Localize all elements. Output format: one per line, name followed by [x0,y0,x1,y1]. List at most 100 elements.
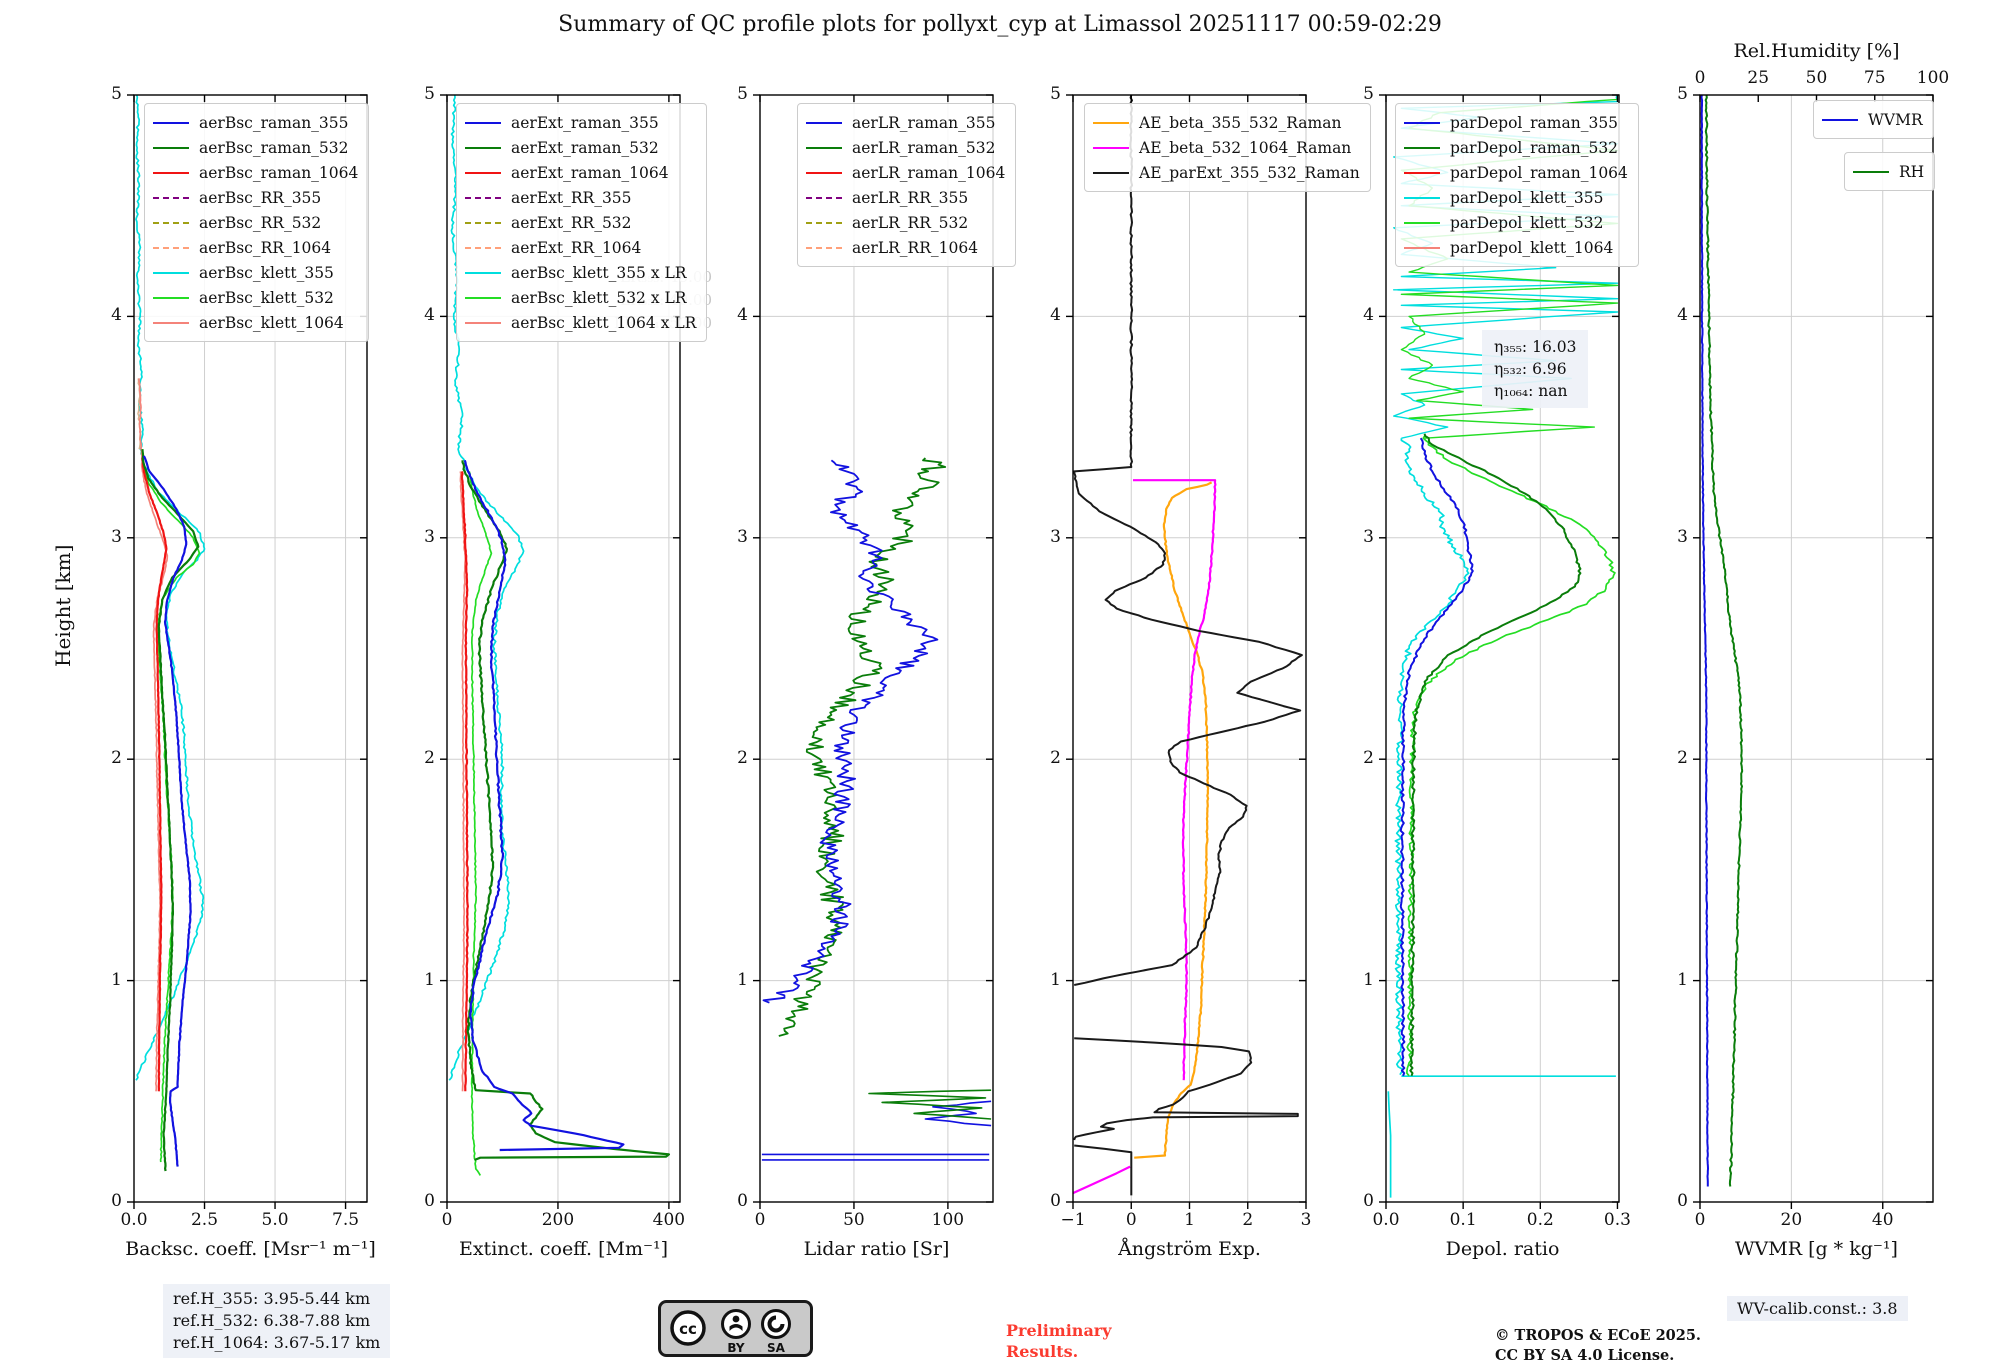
legend-item: aerExt_RR_355 [465,185,696,210]
legend-line-sample [1093,171,1129,174]
series-aerBsc_klett_355_xLR [448,95,525,1081]
x-tick-depol-0.0: 0.0 [1372,1210,1400,1230]
series-AE_parExt_355_532_Raman_a [1073,95,1303,986]
legend-line-sample [1404,146,1440,149]
series-RH [1704,95,1744,1187]
legend-item: aerBsc_raman_532 [153,135,358,160]
svg-text:cc: cc [679,1320,697,1338]
cc-license-badge: cc BY SA [658,1300,813,1360]
series-AE_beta_532_1064_Raman_low [1073,1165,1131,1195]
x-tick-wvmr-20: 20 [1780,1210,1803,1230]
legend-item: parDepol_klett_532 [1404,210,1628,235]
eta-values-note: η₃₅₅: 16.03 η₅₃₂: 6.96 η₁₀₆₄: nan [1482,330,1589,408]
y-tick-backscatter-0: 0 [111,1191,122,1211]
y-tick-lidar_ratio-4: 4 [737,305,748,326]
legend-item: aerLR_raman_1064 [806,160,1005,185]
x-tick-wvmr-0: 0 [1694,1210,1706,1230]
panel-wvmr [1693,94,1934,1209]
copyright-line2: CC BY SA 4.0 License. [1495,1347,1675,1360]
cc-sa-label: SA [767,1341,786,1355]
x-axis-label-extinction: Extinct. coeff. [Mm⁻¹] [458,1238,669,1260]
legend-item: AE_beta_532_1064_Raman [1093,135,1360,160]
panel-angstrom [1066,94,1307,1209]
y-tick-extinction-3: 3 [424,526,435,547]
y-tick-depol-1: 1 [1363,969,1374,990]
y-tick-angstrom-3: 3 [1050,526,1061,547]
series-WVMR [1700,95,1709,1187]
series-aerExt_raman_355 [463,459,625,1152]
legend-line-sample [153,321,189,324]
legend-label: parDepol_klett_355 [1450,188,1604,207]
preliminary-line2: Results. [1006,1342,1079,1360]
legend-line-sample [465,271,501,274]
legend-item: aerLR_RR_1064 [806,235,1005,260]
legend-line-sample [153,296,189,299]
legend-item: aerBsc_klett_532 x LR [465,285,696,310]
eta-value: η₅₃₂: 6.96 [1494,360,1567,378]
y-tick-backscatter-1: 1 [111,969,122,990]
series-aerBsc_klett_532_xLR [468,471,493,1176]
x-tick-depol-0.2: 0.2 [1526,1210,1554,1230]
legend-item: aerExt_RR_1064 [465,235,696,260]
y-tick-wvmr-5: 5 [1677,84,1688,104]
y-tick-backscatter-2: 2 [111,748,122,769]
y-tick-lidar_ratio-3: 3 [737,526,748,547]
x-tick-depol-0.1: 0.1 [1449,1210,1477,1230]
legend-item: aerBsc_klett_532 [153,285,358,310]
legend-item: aerBsc_RR_1064 [153,235,358,260]
x-tick-backscatter-7.5: 7.5 [332,1210,360,1230]
series-AE_beta_355_532_Raman [1134,481,1213,1159]
legend-item: aerLR_RR_532 [806,210,1005,235]
legend-item: aerExt_RR_532 [465,210,696,235]
legend-item: aerExt_raman_1064 [465,160,696,185]
legend-item: parDepol_raman_532 [1404,135,1628,160]
legend-angstrom: AE_beta_355_532_Raman AE_beta_532_1064_Ra… [1084,103,1371,192]
y-tick-depol-0: 0 [1363,1191,1374,1211]
legend-item: aerExt_raman_532 [465,135,696,160]
x-tick-backscatter-5.0: 5.0 [261,1210,289,1230]
legend-label: aerExt_RR_355 [511,188,632,207]
preliminary-note: Preliminary Results. [1006,1320,1112,1360]
legend-line-sample [153,171,189,174]
legend-line-sample [1822,118,1858,121]
series-aerBsc_raman_1064 [141,458,168,1092]
cc-badge-graphic: cc BY SA [658,1300,813,1357]
legend-label: AE_parExt_355_532_Raman [1139,163,1360,182]
x-axis-label-backscatter: Backsc. coeff. [Msr⁻¹ m⁻¹] [125,1238,376,1260]
legend-line-sample [806,246,842,249]
legend-line-sample [806,171,842,174]
legend-line-sample [153,271,189,274]
figure-title: Summary of QC profile plots for pollyxt_… [558,12,1442,37]
legend-line-sample [465,221,501,224]
legend-item: aerExt_raman_355 [465,110,696,135]
top-tick-wvmr-0: 0 [1694,68,1706,88]
legend-line-sample [1404,221,1440,224]
x-tick-backscatter-2.5: 2.5 [190,1210,219,1230]
eta-value: η₁₀₆₄: nan [1494,382,1568,400]
ref-height-1064: ref.H_1064: 3.67-5.17 km [173,1333,381,1352]
legend-label: aerExt_RR_1064 [511,238,642,257]
legend-label: aerLR_RR_355 [852,188,969,207]
x-axis-label-lidar_ratio: Lidar ratio [Sr] [803,1238,950,1260]
wv-calib-note: WV-calib.const.: 3.8 [1727,1296,1908,1321]
x-tick-lidar_ratio-100: 100 [931,1210,965,1230]
x-axis-label-wvmr: WVMR [g * kg⁻¹] [1735,1238,1898,1260]
y-tick-extinction-5: 5 [424,84,435,104]
legend-lidar_ratio: aerLR_raman_355 aerLR_raman_532 aerLR_rama… [797,103,1017,267]
legend-label: aerBsc_RR_355 [199,188,322,207]
x-tick-angstrom-1: 1 [1184,1210,1195,1230]
series-parDepol_raman_355 [1399,437,1474,1077]
legend-label: aerLR_raman_355 [852,113,996,132]
legend-label: aerBsc_klett_532 [199,288,334,307]
legend-line-sample [465,121,501,124]
legend-label: aerBsc_RR_532 [199,213,322,232]
top-tick-wvmr-75: 75 [1863,68,1886,88]
legend-item: RH [1853,159,1924,184]
series-aerLR_raman_355 [762,459,939,1004]
legend-line-sample [153,246,189,249]
legend-depol: parDepol_raman_355 parDepol_raman_532 parD… [1395,103,1639,267]
legend-label: aerBsc_klett_1064 [199,313,344,332]
legend-item: aerLR_raman_355 [806,110,1005,135]
eta-value: η₃₅₅: 16.03 [1494,338,1577,356]
